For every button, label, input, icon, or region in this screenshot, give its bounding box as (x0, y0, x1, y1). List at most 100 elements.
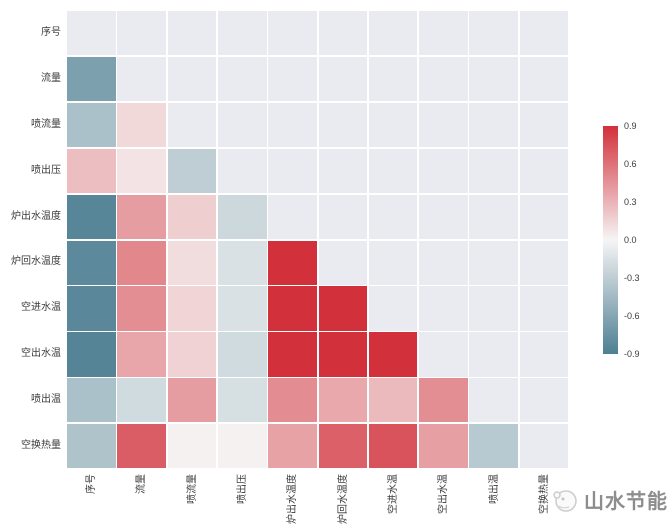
heatmap-masked-cell (117, 56, 166, 102)
heatmap-cell (268, 424, 317, 469)
heatmap-cell (368, 332, 418, 377)
heatmap-cell (318, 286, 368, 331)
heatmap-masked-cell (419, 240, 468, 285)
heatmap-cell (167, 424, 217, 469)
heatmap-masked-cell (519, 240, 569, 285)
heatmap-cell (268, 240, 317, 285)
heatmap-cell (117, 240, 166, 285)
heatmap-masked-cell (469, 56, 519, 102)
heatmap-masked-cell (368, 11, 418, 56)
heatmap-cell (117, 148, 166, 193)
heatmap-masked-cell (519, 148, 569, 193)
heatmap-masked-cell (469, 378, 519, 423)
y-tick-label: 喷出压 (31, 164, 61, 176)
heatmap-masked-cell (368, 56, 418, 102)
heatmap-masked-cell (368, 240, 418, 285)
heatmap-masked-cell (469, 286, 519, 331)
heatmap-plot-area (67, 11, 570, 470)
colorbar (603, 126, 618, 354)
heatmap-masked-cell (519, 102, 569, 148)
colorbar-tick-label: 0.6 (624, 159, 637, 169)
y-tick-label: 空进水温 (21, 302, 61, 314)
heatmap-cell (469, 424, 519, 469)
y-tick-label: 序号 (41, 26, 61, 38)
y-tick-label: 喷出温 (31, 394, 61, 406)
colorbar-tick-label: 0.9 (624, 121, 637, 131)
heatmap-cell (67, 148, 116, 193)
heatmap-cell (67, 332, 116, 377)
heatmap-cell (67, 240, 116, 285)
heatmap-cell (117, 424, 166, 469)
y-tick-label: 喷流量 (31, 118, 61, 130)
shanshui-logo-icon (553, 489, 577, 512)
heatmap-cell (217, 378, 267, 423)
heatmap-cell (268, 378, 317, 423)
heatmap-cell (167, 240, 217, 285)
heatmap-masked-cell (217, 102, 267, 148)
heatmap-cell (67, 424, 116, 469)
heatmap-masked-cell (318, 194, 368, 239)
heatmap-cell (368, 378, 418, 423)
heatmap-cell (419, 378, 468, 423)
heatmap-masked-cell (167, 11, 217, 56)
heatmap-masked-cell (419, 102, 468, 148)
heatmap-cell (318, 378, 368, 423)
heatmap-masked-cell (167, 56, 217, 102)
heatmap-cell (368, 424, 418, 469)
heatmap-masked-cell (519, 11, 569, 56)
y-tick-label: 炉回水温度 (11, 256, 61, 268)
heatmap-masked-cell (419, 194, 468, 239)
colorbar-tick-label: 0.0 (624, 235, 637, 245)
heatmap-masked-cell (368, 102, 418, 148)
heatmap-masked-cell (368, 286, 418, 331)
heatmap-cell (268, 332, 317, 377)
heatmap-masked-cell (268, 194, 317, 239)
heatmap-cell (217, 286, 267, 331)
heatmap-cell (117, 102, 166, 148)
y-tick-label: 空出水温 (21, 348, 61, 360)
heatmap-masked-cell (469, 240, 519, 285)
heatmap-masked-cell (419, 332, 468, 377)
heatmap-cell (117, 332, 166, 377)
heatmap-masked-cell (318, 56, 368, 102)
heatmap-cell (117, 194, 166, 239)
heatmap-cell (318, 332, 368, 377)
heatmap-masked-cell (469, 11, 519, 56)
heatmap-cell (217, 332, 267, 377)
heatmap-cell (67, 102, 116, 148)
heatmap-masked-cell (318, 148, 368, 193)
heatmap-masked-cell (519, 286, 569, 331)
heatmap-masked-cell (469, 102, 519, 148)
heatmap-cell (268, 286, 317, 331)
heatmap-cell (167, 286, 217, 331)
heatmap-masked-cell (318, 240, 368, 285)
heatmap-masked-cell (268, 11, 317, 56)
y-tick-label: 流量 (41, 72, 61, 84)
watermark-text: 山水节能 (584, 491, 668, 513)
heatmap-cell (67, 286, 116, 331)
heatmap-cell (419, 424, 468, 469)
heatmap-masked-cell (217, 56, 267, 102)
heatmap-cell (217, 424, 267, 469)
heatmap-cell (318, 424, 368, 469)
heatmap-cell (67, 56, 116, 102)
heatmap-cell (67, 194, 116, 239)
heatmap-masked-cell (368, 148, 418, 193)
heatmap-masked-cell (419, 56, 468, 102)
heatmap-masked-cell (167, 102, 217, 148)
heatmap-masked-cell (419, 148, 468, 193)
heatmap-masked-cell (519, 332, 569, 377)
heatmap-cell (167, 194, 217, 239)
heatmap-masked-cell (67, 11, 116, 56)
heatmap-masked-cell (519, 194, 569, 239)
heatmap-cell (217, 194, 267, 239)
colorbar-tick-label: -0.9 (624, 349, 640, 359)
heatmap-masked-cell (519, 424, 569, 469)
heatmap-cell (117, 378, 166, 423)
colorbar-tick-label: -0.6 (624, 311, 640, 321)
colorbar-tick-label: 0.3 (624, 197, 637, 207)
heatmap-masked-cell (419, 286, 468, 331)
heatmap-masked-cell (318, 11, 368, 56)
heatmap-cell (167, 148, 217, 193)
